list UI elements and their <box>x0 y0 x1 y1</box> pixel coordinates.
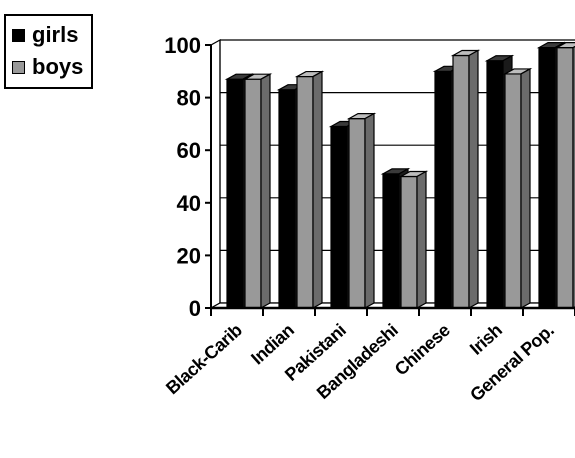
y-tick-label-100: 100 <box>164 33 201 58</box>
bar-boys-chinese <box>452 54 470 309</box>
bar-girls-black-carib <box>226 78 244 309</box>
bar-boys-indian <box>296 75 314 309</box>
legend-swatch-boys <box>12 60 25 74</box>
bar-boys-irish <box>504 73 522 309</box>
y-tick-label-40: 40 <box>177 191 201 216</box>
bar-boys-irish-side <box>520 67 531 310</box>
y-tick-label-80: 80 <box>177 86 201 111</box>
bar-girls-pakistani <box>330 125 348 309</box>
bar-boys-chinese-side <box>468 49 479 310</box>
legend-item-girls: girls <box>12 19 83 51</box>
legend-label-boys: boys <box>32 54 84 79</box>
legend-label-girls: girls <box>32 22 79 47</box>
x-label-chinese: Chinese <box>391 320 454 380</box>
bar-boys-general-pop <box>556 47 574 309</box>
y-tick-label-0: 0 <box>189 296 201 321</box>
legend-item-boys: boys <box>12 51 83 83</box>
x-label-black-carib: Black-Carib <box>162 320 246 398</box>
y-tick-label-60: 60 <box>177 138 201 163</box>
bar-boys-bangladeshi-side <box>416 170 427 310</box>
bar-girls-bangladeshi <box>382 173 400 309</box>
legend-swatch-girls <box>12 28 25 42</box>
bar-girls-general-pop <box>538 47 556 309</box>
side-wall <box>210 38 221 310</box>
bar-boys-black-carib <box>244 78 262 309</box>
bar-boys-bangladeshi <box>400 175 418 309</box>
y-tick-label-20: 20 <box>177 243 201 268</box>
bar-boys-pakistani-side <box>364 112 375 310</box>
x-label-irish: Irish <box>466 320 506 359</box>
bar-girls-chinese <box>434 70 452 309</box>
legend: girls boys <box>4 14 94 89</box>
bar-girls-irish <box>486 60 504 309</box>
bar-boys-general-pop-top <box>554 42 575 49</box>
bar-boys-pakistani <box>348 118 366 309</box>
bar-boys-indian-side <box>312 70 323 310</box>
bar-girls-indian <box>278 89 296 309</box>
bar-boys-black-carib-side <box>260 73 271 310</box>
